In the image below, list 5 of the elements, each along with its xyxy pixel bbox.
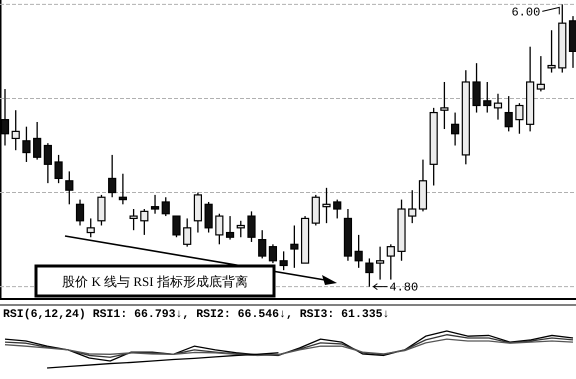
- annotation: 6.00: [511, 5, 540, 20]
- annotation: 4.80: [389, 280, 418, 295]
- annotation: 股价 K 线与 RSI 指标形成底背离: [62, 274, 248, 289]
- chart-title: RSI(6,12,24) RSI1: 66.793↓, RSI2: 66.546↓, RSI3: 61.335↓: [3, 308, 390, 321]
- note-box: 股价 K 线与 RSI 指标形成底背离: [34, 264, 276, 298]
